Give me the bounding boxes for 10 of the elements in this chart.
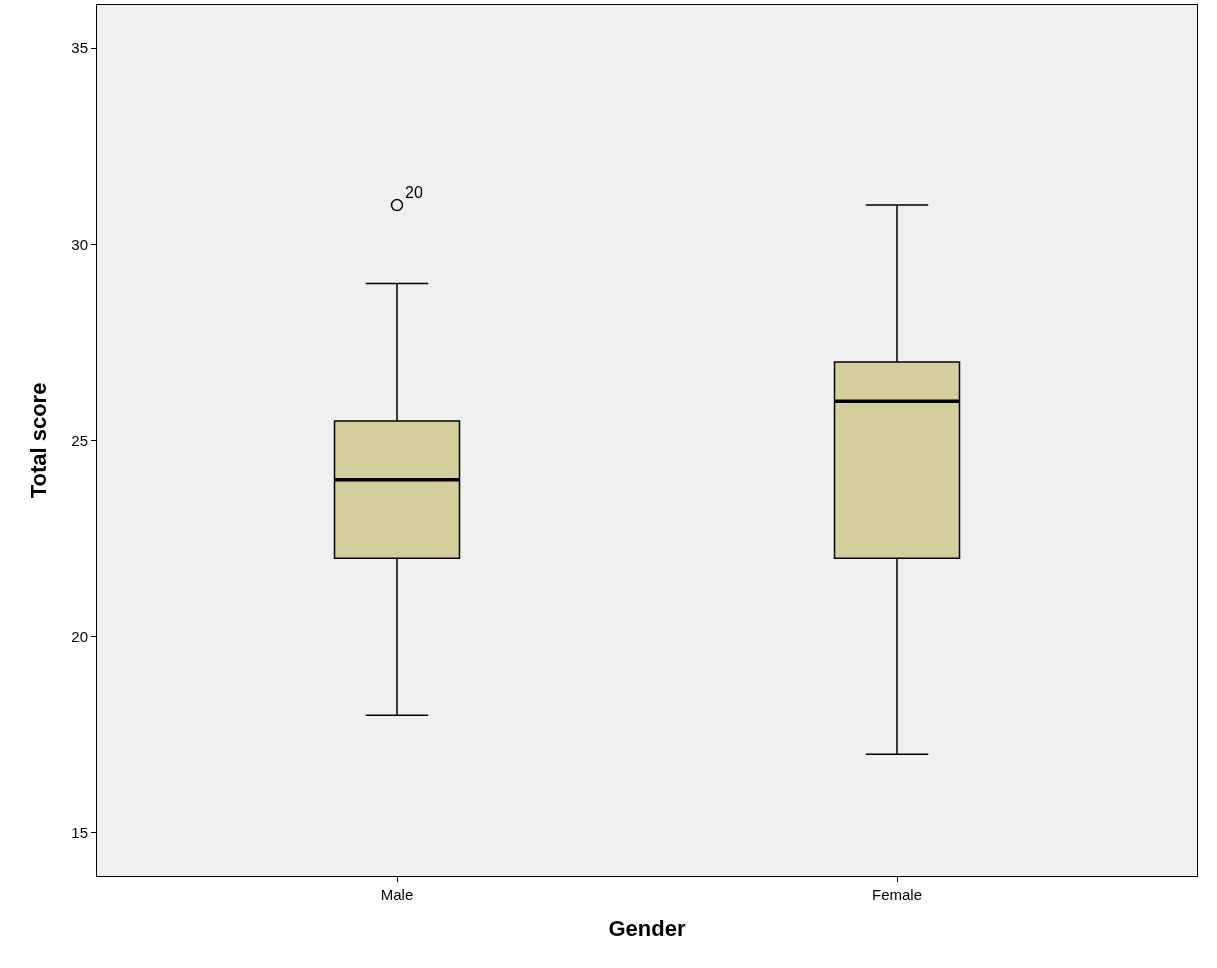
y-axis-title: Total score xyxy=(26,382,52,499)
x-tick-label: Male xyxy=(380,886,414,903)
x-tick-label: Female xyxy=(871,886,923,903)
y-tick-label: 15 xyxy=(71,824,88,842)
y-tick-label: 30 xyxy=(71,235,88,253)
annotation: 20 xyxy=(405,184,423,201)
x-axis-title: Gender xyxy=(608,915,686,941)
y-tick-label: 20 xyxy=(71,627,88,645)
y-tick-label: 35 xyxy=(71,39,88,57)
y-tick-label: 25 xyxy=(71,431,88,449)
